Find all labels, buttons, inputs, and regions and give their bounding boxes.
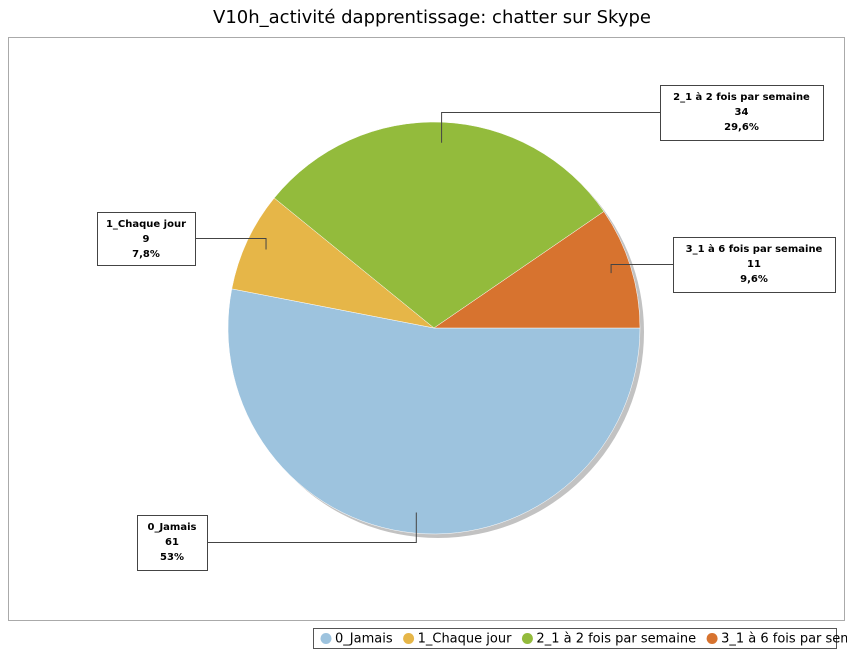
label-name: 3_1 à 6 fois par semaine [686,243,823,255]
legend-marker [320,633,332,644]
leader-line [610,264,673,274]
legend-marker [706,633,718,644]
pie-slice [227,288,641,535]
pie-slice [231,197,435,329]
label-percent: 7,8% [132,249,160,260]
label-name: 1_Chaque jour [106,219,186,230]
label-count: 11 [747,259,761,270]
legend-label: 0_Jamais [335,632,393,647]
legend-label: 2_1 à 2 fois par semaine [536,632,696,647]
label-name: 2_1 à 2 fois par semaine [673,91,810,103]
legend-label: 1_Chaque jour [418,632,512,647]
label-box [137,515,208,571]
label-count: 61 [165,537,179,548]
label-box [97,212,196,266]
label-box [660,85,824,141]
leader-line [195,238,267,250]
leader-line [441,112,660,143]
legend-marker [403,633,415,644]
legend-marker [521,633,533,644]
label-count: 9 [143,234,150,245]
label-percent: 29,6% [724,122,759,133]
label-box [673,237,836,293]
legend-label: 3_1 à 6 fois par semaine [721,632,847,647]
leader-line [207,512,417,543]
legend: 0_Jamais 1_Chaque jour 2_1 à 2 fois par se… [320,632,847,647]
label-count: 34 [735,107,749,118]
pie-slice [273,121,605,329]
label-percent: 53% [160,552,184,563]
label-name: 0_Jamais [148,522,197,533]
legend-frame [313,628,837,649]
chart-title: V10h_activité dapprentissage: chatter su… [213,7,651,28]
pie-slice [433,211,641,329]
pie [227,121,644,538]
labels: 0_Jamais 61 53% 1_Chaque jour 9 7,8% 2_1 à 2 f… [97,85,836,571]
label-percent: 9,6% [740,274,768,285]
